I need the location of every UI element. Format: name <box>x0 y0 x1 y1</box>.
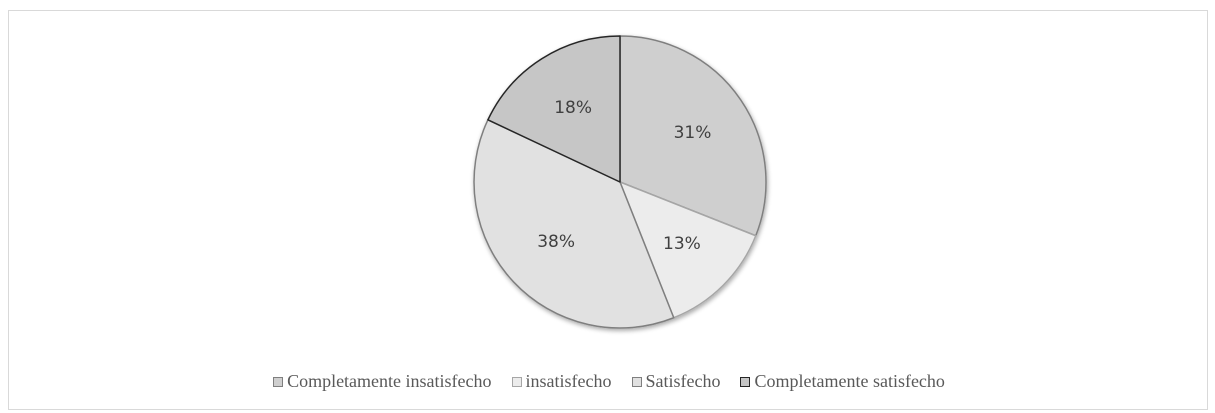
legend-swatch <box>511 376 522 387</box>
data-label-satisfecho: 38% <box>537 232 575 252</box>
data-label-insatisfecho: 13% <box>663 234 701 254</box>
pie-chart: 31% 13% 38% 18% <box>473 35 767 329</box>
legend-item-satisfecho: Satisfecho <box>631 371 721 392</box>
legend-label: insatisfecho <box>525 371 612 391</box>
pie-slice-completamente-satisfecho <box>487 35 621 183</box>
legend-swatch <box>273 376 284 387</box>
legend-swatch <box>631 376 642 387</box>
legend: Completamente insatisfecho insatisfecho … <box>9 371 1209 392</box>
legend-swatch <box>740 376 751 387</box>
chart-frame: 31% 13% 38% 18% Completamente insatisfecho … <box>8 10 1208 410</box>
legend-item-insatisfecho: insatisfecho <box>511 371 612 392</box>
legend-label: Completamente insatisfecho <box>287 371 492 391</box>
legend-item-completamente-insatisfecho: Completamente insatisfecho <box>273 371 492 392</box>
data-label-completamente-insatisfecho: 31% <box>674 123 712 143</box>
pie-slice-completamente-insatisfecho <box>619 35 767 237</box>
data-label-completamente-satisfecho: 18% <box>554 98 592 118</box>
legend-label: Completamente satisfecho <box>754 371 945 391</box>
pie-slice-satisfecho <box>473 119 675 329</box>
pie-slices <box>473 35 767 329</box>
pie-data-labels: 31% 13% 38% 18% <box>537 98 711 254</box>
legend-label: Satisfecho <box>645 371 721 391</box>
pie-slice-insatisfecho <box>619 181 757 319</box>
legend-item-completamente-satisfecho: Completamente satisfecho <box>740 371 945 392</box>
